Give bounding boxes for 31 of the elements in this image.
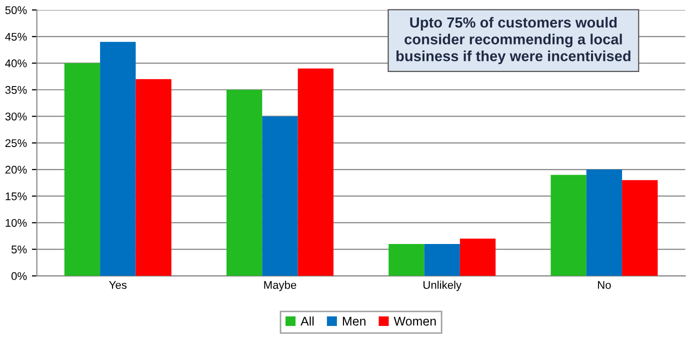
bar [298, 68, 334, 276]
bar [388, 244, 424, 276]
y-tick-label: 45% [5, 32, 27, 41]
x-tick-label: Unlikely [424, 280, 462, 292]
y-tick-label: 30% [5, 112, 27, 120]
y-tick-label: 0% [11, 272, 27, 280]
y-tick-label: 5% [12, 246, 27, 254]
x-tick-label: Yes [109, 281, 127, 289]
legend-label: Men [342, 316, 366, 326]
bar [136, 79, 172, 276]
x-tick-label: No [598, 281, 611, 289]
bar [64, 63, 100, 276]
y-tick-label: 35% [5, 86, 27, 94]
legend-label: Women [394, 316, 436, 326]
bar [460, 238, 496, 276]
bar [226, 90, 262, 276]
bar [550, 174, 586, 276]
y-tick-label: 50% [5, 6, 27, 14]
y-tick-label: 25% [5, 139, 27, 148]
bar [262, 116, 298, 276]
annotation: Upto 75% of customers would consider recommending a local business if they were incentivised [396, 16, 630, 64]
y-tick-label: 40% [5, 59, 27, 68]
bar [424, 244, 460, 276]
x-tick-label: Maybe [264, 280, 296, 292]
bar [586, 170, 622, 276]
bar [622, 180, 658, 276]
y-tick-label: 10% [6, 218, 27, 227]
bar [100, 42, 136, 276]
y-tick-label: 15% [6, 192, 27, 200]
legend-label: All [300, 316, 314, 326]
y-tick-label: 20% [5, 166, 27, 174]
